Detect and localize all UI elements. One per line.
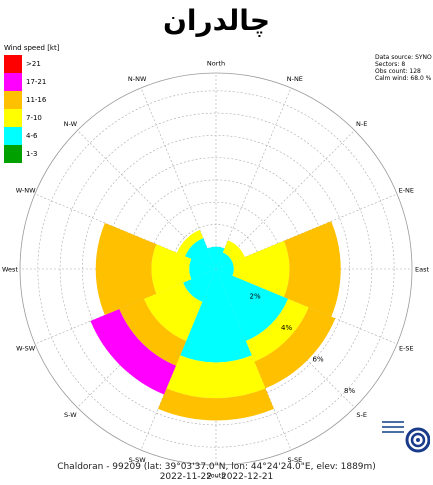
legend-label: 4-6 [26, 132, 38, 140]
legend-label: 11-16 [26, 96, 47, 104]
direction-label: S-SE [287, 456, 302, 464]
outer-circle [19, 72, 413, 466]
legend-swatch [4, 145, 22, 163]
direction-label: East [415, 266, 429, 274]
legend-swatch [4, 73, 22, 91]
ring-label: 6% [312, 355, 323, 363]
direction-label: S-SW [129, 456, 147, 464]
legend-label: 1-3 [26, 150, 38, 158]
direction-label: E-NE [399, 187, 414, 195]
wind-sector-bar [283, 221, 341, 317]
direction-label: W-SW [16, 344, 36, 352]
wind-sector-bar [185, 238, 216, 269]
ring-label: 2% [249, 292, 260, 300]
direction-label: West [2, 266, 18, 274]
direction-label: South [207, 472, 226, 480]
ring-gridline [37, 90, 395, 448]
wind-sector-bar [158, 388, 274, 421]
calm-wind-text: Calm wind: 68.0 % [375, 75, 432, 82]
legend-swatch [4, 109, 22, 127]
footer: Chaldoran - 99209 (lat: 39°03'37.0"N, lo… [0, 462, 433, 482]
legend-item: 1-3 [4, 145, 59, 163]
chart-title: چالدران [163, 4, 270, 37]
legend-swatch [4, 91, 22, 109]
legend-item: >21 [4, 55, 59, 73]
radial-gridline [140, 87, 217, 270]
organization-logo-icon [380, 416, 430, 453]
wind-sector-bar [216, 252, 233, 269]
direction-label: North [207, 60, 225, 68]
wind-sector-bar [254, 307, 336, 389]
legend: Wind speed [kt] >21 17-21 11-16 7-10 4-6… [4, 44, 59, 163]
direction-label: S-W [64, 411, 77, 419]
station-info: Chaldoran - 99209 (lat: 39°03'37.0"N, lo… [57, 462, 376, 472]
radial-gridline [215, 87, 292, 270]
direction-label: W-NW [16, 187, 36, 195]
wind-sector-bar [183, 269, 216, 302]
legend-item: 17-21 [4, 73, 59, 91]
wind-sector-bar [216, 262, 234, 276]
date-range: 2022-11-22 - 2022-12-21 [159, 472, 274, 482]
direction-label: N-NW [128, 75, 147, 83]
legend-item: 4-6 [4, 127, 59, 145]
wind-sector-bar [143, 282, 203, 342]
legend-item: 11-16 [4, 91, 59, 109]
direction-label: S-E [356, 411, 367, 419]
ring-gridline [59, 112, 373, 426]
wind-sector-bar [119, 298, 187, 366]
wind-sector-bar [222, 240, 245, 263]
data-info: Data source: SYNO Sectors: 8 Obs count: … [375, 54, 432, 82]
legend-swatch [4, 55, 22, 73]
direction-label: N-NE [287, 75, 303, 83]
wind-sector-bar [151, 244, 192, 294]
direction-label: N-E [356, 120, 367, 128]
sectors-text: Sectors: 8 [375, 61, 406, 68]
wind-sector-bar [180, 269, 252, 363]
obs-count-text: Obs count: 128 [375, 68, 421, 75]
wind-sector-bar [90, 309, 176, 395]
ring-label: 8% [344, 387, 355, 395]
direction-label: N-W [64, 120, 78, 128]
legend-label: >21 [26, 60, 41, 68]
legend-item: 7-10 [4, 109, 59, 127]
wind-sector-bar [176, 229, 204, 257]
legend-swatch [4, 127, 22, 145]
wind-sector-bar [245, 298, 309, 362]
wind-sector-bar [189, 258, 216, 280]
wind-sector-bar [95, 222, 157, 316]
radial-gridline [140, 268, 217, 451]
ring-label: 4% [281, 324, 292, 332]
wind-sector-bar [207, 246, 225, 269]
radial-gridline [215, 130, 355, 270]
wind-sector-bar [216, 269, 289, 342]
legend-title: Wind speed [kt] [4, 44, 60, 52]
direction-label: E-SE [399, 344, 414, 352]
wind-sector-bar [232, 240, 290, 298]
data-source-text: Data source: SYNO [375, 54, 432, 61]
legend-label: 7-10 [26, 114, 42, 122]
wind-sector-bar [166, 355, 266, 399]
legend-label: 17-21 [26, 78, 47, 86]
